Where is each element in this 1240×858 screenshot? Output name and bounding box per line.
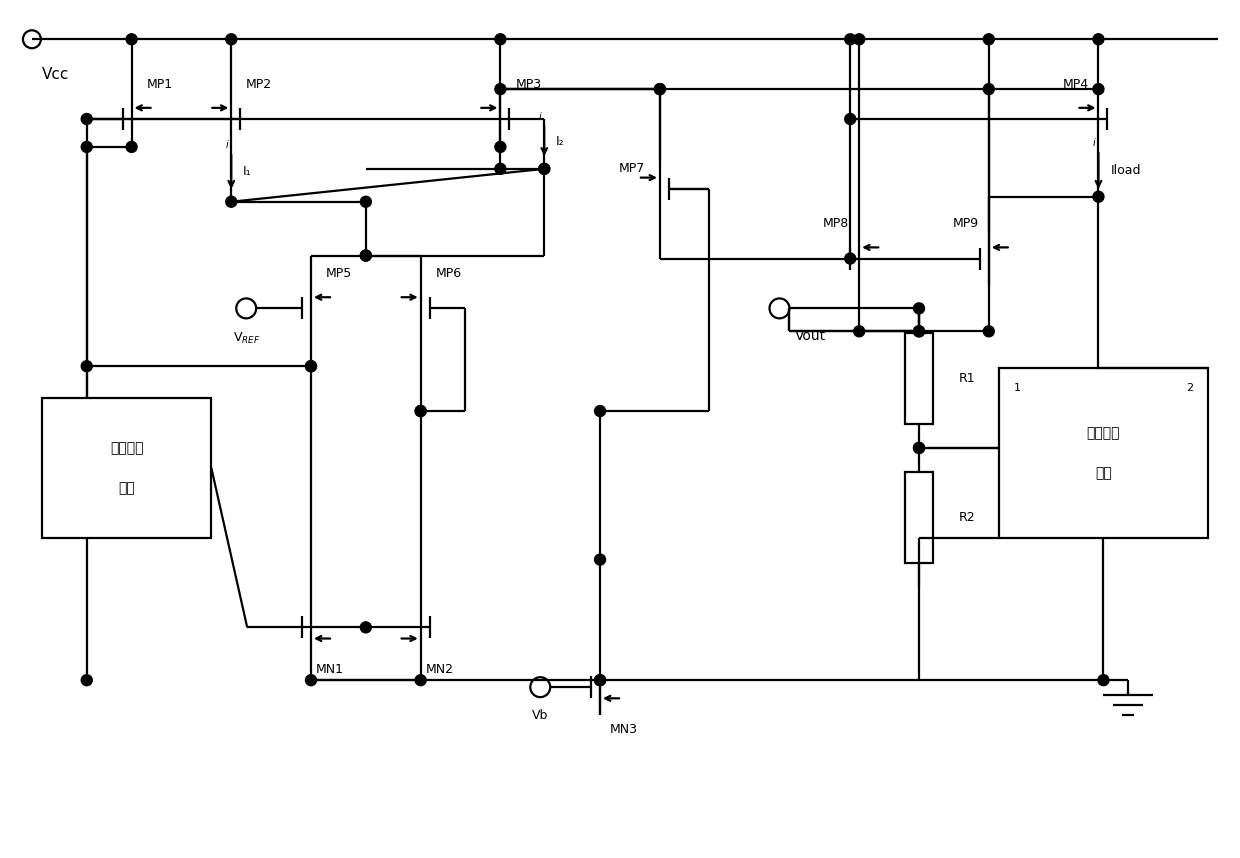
- Text: MP8: MP8: [823, 217, 849, 230]
- Circle shape: [595, 674, 605, 686]
- Circle shape: [82, 674, 92, 686]
- Circle shape: [361, 622, 371, 633]
- Bar: [42, 398, 211, 538]
- Circle shape: [495, 163, 506, 174]
- Circle shape: [595, 406, 605, 416]
- Text: 负载采样: 负载采样: [1086, 426, 1120, 440]
- Text: 1: 1: [1014, 384, 1021, 393]
- Circle shape: [983, 326, 994, 337]
- Text: i: i: [539, 112, 542, 122]
- Text: 2: 2: [1185, 384, 1193, 393]
- Circle shape: [495, 33, 506, 45]
- Bar: [905, 333, 932, 424]
- Text: R2: R2: [959, 511, 976, 524]
- Circle shape: [226, 196, 237, 208]
- Circle shape: [844, 33, 856, 45]
- Circle shape: [415, 406, 427, 416]
- Circle shape: [595, 674, 605, 686]
- Text: MP2: MP2: [247, 77, 273, 91]
- Circle shape: [361, 250, 371, 261]
- Text: i: i: [1094, 138, 1096, 148]
- Circle shape: [538, 163, 549, 174]
- Circle shape: [983, 33, 994, 45]
- Circle shape: [844, 253, 856, 264]
- Circle shape: [655, 83, 666, 94]
- Text: MP9: MP9: [952, 217, 978, 230]
- Text: V$_{REF}$: V$_{REF}$: [233, 330, 260, 346]
- Text: Vb: Vb: [532, 709, 548, 722]
- Circle shape: [914, 443, 925, 453]
- Text: MP5: MP5: [326, 267, 352, 280]
- Text: MP6: MP6: [435, 267, 461, 280]
- Circle shape: [595, 554, 605, 565]
- Text: MN1: MN1: [316, 662, 343, 676]
- Circle shape: [538, 163, 549, 174]
- Circle shape: [1092, 33, 1104, 45]
- Circle shape: [82, 360, 92, 372]
- Text: Vout: Vout: [795, 329, 826, 343]
- Text: MP7: MP7: [619, 162, 645, 175]
- Circle shape: [361, 250, 371, 261]
- Text: MN2: MN2: [425, 662, 454, 676]
- Text: R1: R1: [959, 372, 976, 384]
- Text: i: i: [226, 140, 228, 150]
- Text: Vcc: Vcc: [42, 67, 69, 82]
- Bar: [998, 368, 1208, 538]
- Circle shape: [844, 113, 856, 124]
- Circle shape: [126, 33, 138, 45]
- Circle shape: [495, 83, 506, 94]
- Circle shape: [854, 33, 864, 45]
- Circle shape: [1092, 191, 1104, 202]
- Circle shape: [305, 360, 316, 372]
- Circle shape: [914, 326, 925, 337]
- Text: 电路: 电路: [118, 480, 135, 495]
- Circle shape: [126, 142, 138, 153]
- Text: MN3: MN3: [610, 722, 639, 735]
- Circle shape: [655, 83, 666, 94]
- Circle shape: [983, 83, 994, 94]
- Circle shape: [361, 196, 371, 208]
- Bar: [905, 473, 932, 563]
- Circle shape: [1092, 83, 1104, 94]
- Circle shape: [305, 674, 316, 686]
- Text: I₂: I₂: [557, 135, 565, 148]
- Circle shape: [1097, 674, 1109, 686]
- Circle shape: [914, 443, 925, 453]
- Circle shape: [305, 360, 316, 372]
- Circle shape: [495, 142, 506, 153]
- Circle shape: [415, 406, 427, 416]
- Circle shape: [854, 326, 864, 337]
- Circle shape: [914, 303, 925, 314]
- Text: 电路: 电路: [1095, 466, 1112, 480]
- Circle shape: [82, 113, 92, 124]
- Text: 固定偏置: 固定偏置: [110, 441, 144, 455]
- Circle shape: [82, 142, 92, 153]
- Circle shape: [415, 674, 427, 686]
- Text: I₁: I₁: [243, 166, 252, 178]
- Text: MP4: MP4: [1063, 77, 1089, 91]
- Circle shape: [914, 326, 925, 337]
- Circle shape: [226, 33, 237, 45]
- Text: MP3: MP3: [516, 77, 542, 91]
- Text: Iload: Iload: [1110, 165, 1141, 178]
- Text: MP1: MP1: [146, 77, 172, 91]
